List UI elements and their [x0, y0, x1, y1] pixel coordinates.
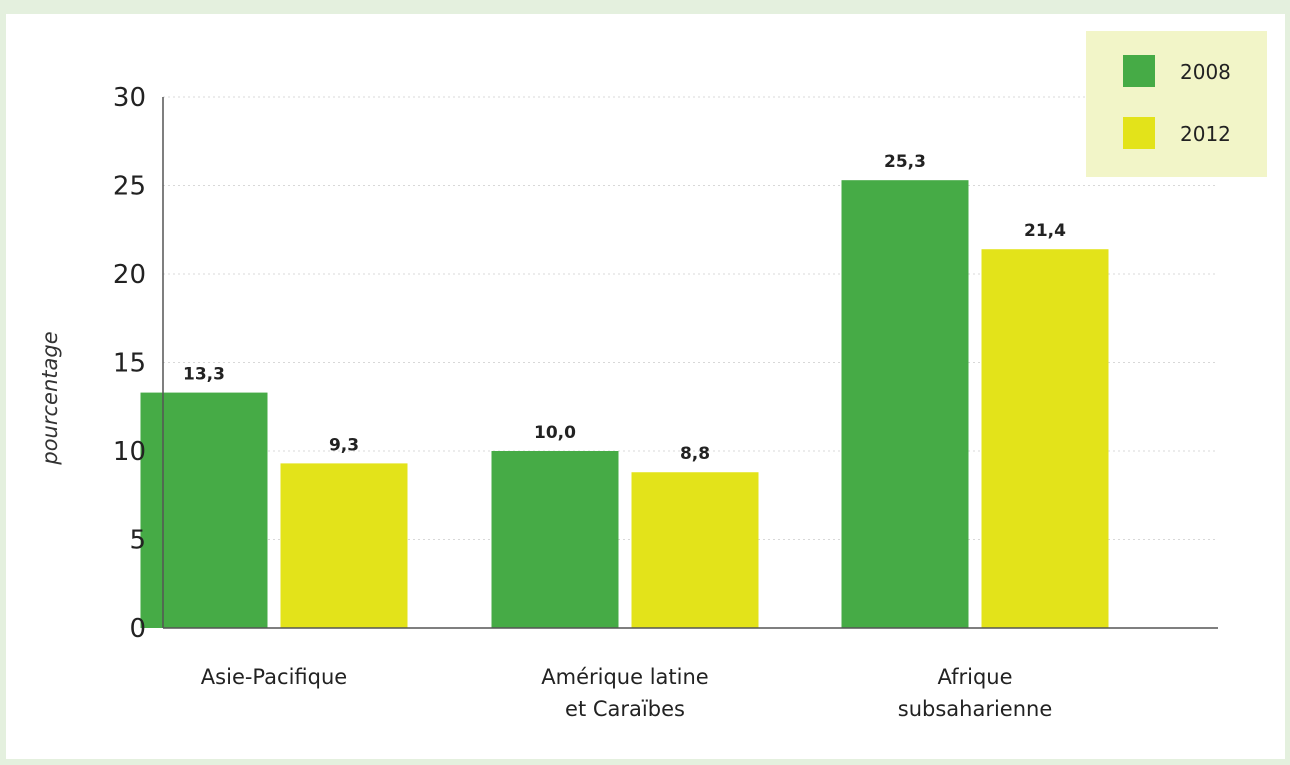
- bar-2008: [140, 392, 268, 628]
- legend-label: 2012: [1180, 122, 1231, 146]
- bar-2008: [841, 180, 969, 628]
- data-label: 10,0: [534, 423, 576, 443]
- data-label: 21,4: [1024, 221, 1066, 241]
- x-tick-label: et Caraïbes: [565, 697, 685, 721]
- y-tick-label: 10: [113, 437, 146, 467]
- bar-chart: 0 5 10 15 20 25 30 13,3 10,0 25,3 9,3 8,8 21,4 Asie-P…: [38, 31, 1267, 721]
- legend-label: 2008: [1180, 60, 1231, 84]
- bar-2012: [631, 472, 759, 628]
- y-axis-label: pourcentage: [38, 331, 62, 465]
- bar-2012: [280, 463, 408, 628]
- y-tick-label: 5: [129, 526, 146, 556]
- x-tick-label: Afrique: [937, 665, 1012, 689]
- labels: 0 5 10 15 20 25 30 13,3 10,0 25,3 9,3 8,8 21,4 Asie-P…: [113, 83, 1066, 721]
- data-label: 25,3: [884, 152, 926, 172]
- y-tick-label: 0: [129, 614, 146, 644]
- legend-swatch-2012: [1123, 117, 1155, 149]
- y-tick-label: 30: [113, 83, 146, 113]
- legend: 2008 2012: [1086, 31, 1267, 177]
- bar-2012: [981, 249, 1109, 628]
- y-tick-label: 25: [113, 172, 146, 202]
- bar-2008: [491, 451, 619, 628]
- data-label: 9,3: [329, 435, 359, 455]
- chart-panel: 0 5 10 15 20 25 30 13,3 10,0 25,3 9,3 8,8 21,4 Asie-P…: [6, 14, 1285, 759]
- bars: [140, 180, 1109, 628]
- data-label: 8,8: [680, 444, 710, 464]
- x-tick-label: Amérique latine: [541, 665, 708, 689]
- y-tick-label: 20: [113, 260, 146, 290]
- y-tick-label: 15: [113, 349, 146, 379]
- legend-box: [1086, 31, 1267, 177]
- x-tick-label: subsaharienne: [898, 697, 1053, 721]
- axes: [162, 97, 1218, 629]
- legend-swatch-2008: [1123, 55, 1155, 87]
- x-tick-label: Asie-Pacifique: [201, 665, 347, 689]
- data-label: 13,3: [183, 365, 225, 385]
